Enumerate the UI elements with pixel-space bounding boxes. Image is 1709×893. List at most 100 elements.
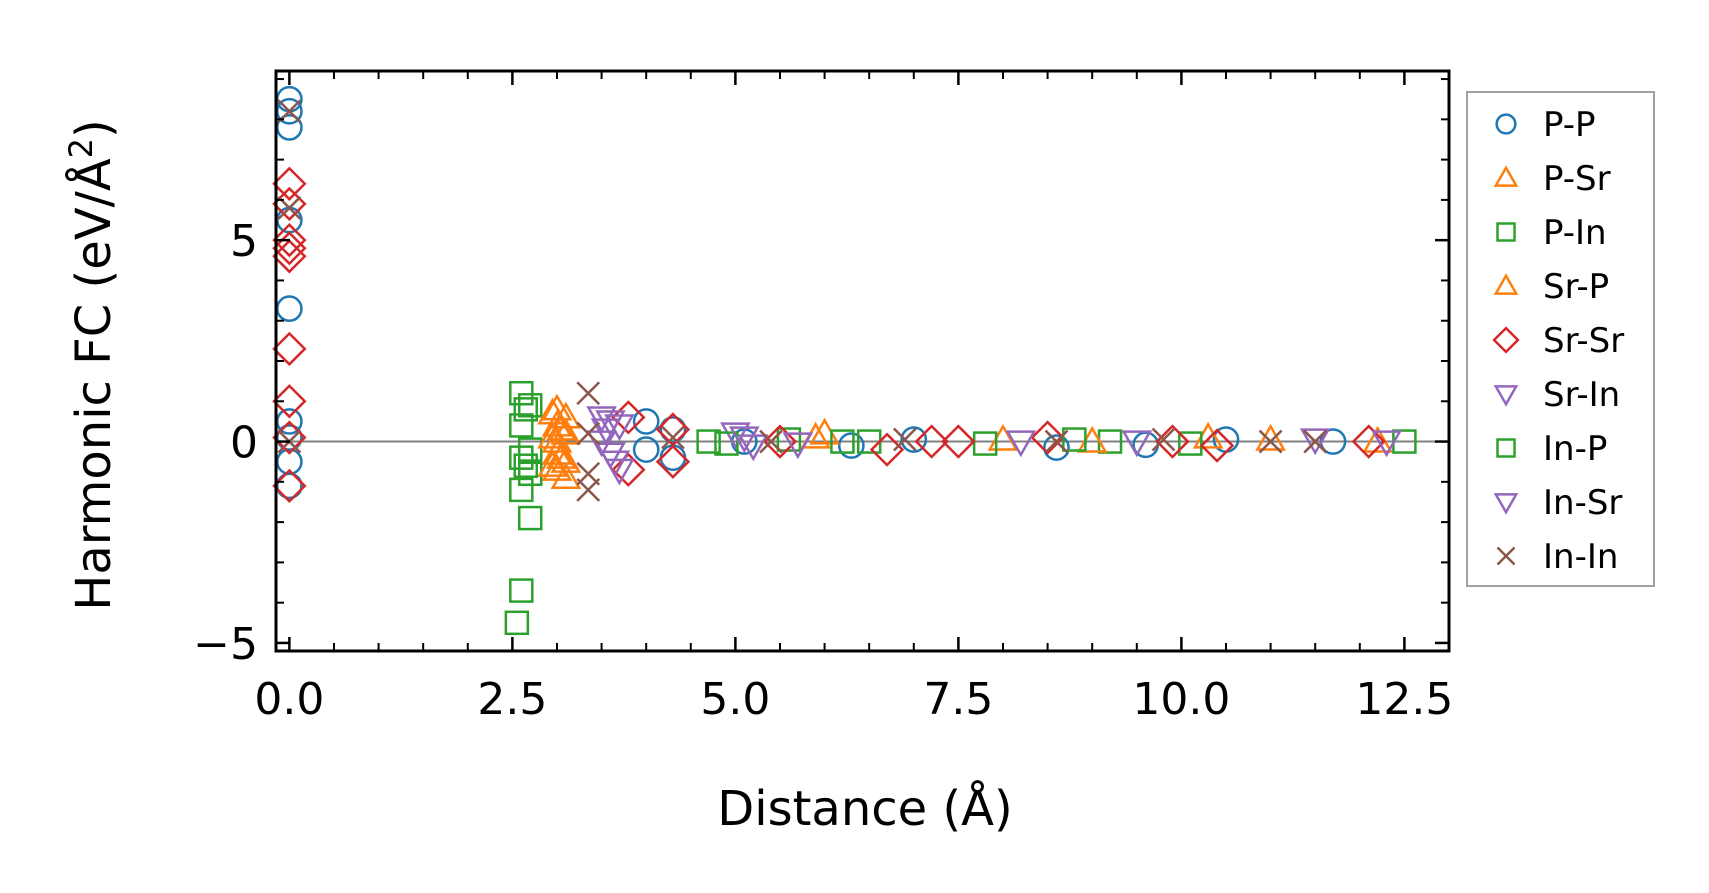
legend-marker <box>1493 273 1519 295</box>
data-point <box>830 429 855 454</box>
legend-marker <box>1492 326 1520 354</box>
data-point <box>272 384 307 419</box>
legend-item: Sr-P <box>1493 267 1609 307</box>
data-point <box>1044 429 1069 454</box>
data-point <box>1258 429 1283 454</box>
data-point <box>550 417 582 445</box>
data-point <box>869 432 905 467</box>
x-tick-label: 0.0 <box>254 674 324 725</box>
data-point <box>550 401 582 429</box>
legend-marker <box>1496 222 1516 242</box>
legend-marker <box>1493 493 1519 515</box>
y-axis-label-sup: 2 <box>62 138 100 158</box>
legend-item: In-Sr <box>1493 483 1622 523</box>
series-sr-sr <box>272 166 1386 504</box>
legend-label: In-P <box>1543 429 1607 469</box>
data-point <box>714 431 739 456</box>
series-in-in <box>277 99 1328 502</box>
data-point <box>611 400 646 435</box>
data-point <box>632 408 660 435</box>
data-point <box>1199 428 1235 463</box>
legend-box <box>1466 91 1655 587</box>
data-point <box>604 414 635 442</box>
data-point <box>576 381 601 406</box>
legend-label: In-In <box>1543 537 1618 577</box>
legend-marker <box>1496 546 1516 566</box>
data-point <box>272 468 307 504</box>
data-point <box>576 421 601 446</box>
y-tick-label: 5 <box>230 216 258 267</box>
data-point <box>272 331 307 367</box>
data-point <box>914 424 949 459</box>
data-point <box>546 441 577 469</box>
data-point <box>782 432 814 460</box>
y-tick-label: 0 <box>230 418 258 469</box>
legend-item: In-P <box>1496 429 1607 469</box>
x-axis: 0.0 2.5 5.0 7.5 10.0 12.5 <box>254 71 1453 725</box>
data-point <box>272 222 307 258</box>
data-point <box>776 427 802 452</box>
data-point <box>892 427 917 452</box>
legend-label: P-P <box>1543 105 1596 145</box>
legend-item: In-In <box>1496 537 1618 577</box>
legend-label: Sr-In <box>1543 375 1620 415</box>
data-point <box>1062 427 1087 452</box>
data-point <box>1005 430 1037 458</box>
data-point <box>509 578 534 603</box>
data-point <box>1076 425 1108 453</box>
legend-label: Sr-P <box>1543 267 1609 307</box>
data-point <box>1371 430 1402 458</box>
series-in-sr <box>590 418 1153 478</box>
data-point <box>1303 429 1328 454</box>
legend-label: P-In <box>1543 213 1607 253</box>
data-point <box>509 445 534 470</box>
plot-frame <box>274 69 1451 653</box>
data-point <box>659 416 687 443</box>
data-point <box>517 393 543 418</box>
data-point <box>272 231 307 266</box>
data-point <box>513 397 539 422</box>
data-point <box>590 418 622 446</box>
data-point <box>762 424 798 459</box>
data-point <box>1178 431 1203 456</box>
data-point <box>728 426 760 454</box>
x-tick-label: 12.5 <box>1355 674 1453 725</box>
data-point <box>517 437 543 462</box>
data-point <box>550 445 582 473</box>
data-point <box>972 431 998 456</box>
data-point <box>513 453 539 478</box>
series-in-p <box>513 397 1087 478</box>
series-p-in <box>504 380 1417 636</box>
data-point <box>537 450 568 477</box>
series-p-p <box>276 85 1347 500</box>
y-axis-label-close: ) <box>66 119 122 138</box>
data-point <box>276 295 303 322</box>
data-point <box>599 450 631 478</box>
x-tick-label: 10.0 <box>1132 674 1230 725</box>
legend-marker <box>1496 438 1516 458</box>
data-point <box>272 166 307 201</box>
data-point <box>696 429 721 454</box>
data-point <box>1351 424 1386 459</box>
data-point <box>900 426 928 453</box>
data-point <box>1151 427 1176 452</box>
legend-item: Sr-In <box>1493 375 1620 415</box>
y-axis-label-main: Harmonic FC (eV/Å <box>65 158 122 611</box>
data-point <box>272 239 307 274</box>
legend-item: P-P <box>1495 105 1596 145</box>
data-point <box>1299 428 1331 456</box>
plot-area <box>272 69 1451 653</box>
series-sr-in <box>586 406 1402 486</box>
data-point <box>504 610 530 636</box>
data-point <box>509 413 534 438</box>
legend-label: Sr-Sr <box>1543 321 1624 361</box>
data-point <box>517 505 543 531</box>
x-tick-label: 5.0 <box>700 674 770 725</box>
data-point <box>655 444 691 479</box>
data-point <box>759 429 783 454</box>
data-point <box>537 421 568 449</box>
y-tick-label: −5 <box>193 619 258 670</box>
data-point <box>737 434 769 462</box>
x-tick-label: 7.5 <box>923 674 993 725</box>
